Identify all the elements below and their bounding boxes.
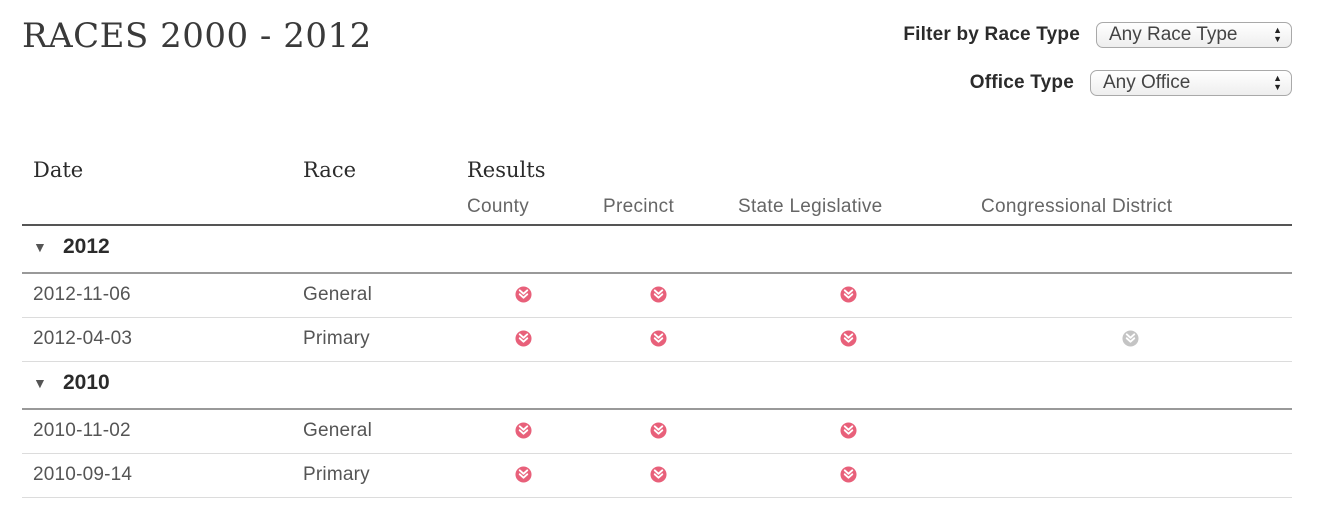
download-unavailable-icon bbox=[1121, 330, 1139, 347]
county-column-header: County bbox=[467, 196, 530, 217]
year-group-row[interactable]: ▼ 2012 bbox=[22, 226, 1292, 274]
race-type-filter-label: Filter by Race Type bbox=[903, 24, 1080, 45]
race-type-select[interactable]: Any Race Type ▲ ▼ bbox=[1096, 22, 1292, 48]
caret-down-icon[interactable]: ▼ bbox=[33, 375, 47, 391]
group-year-label: 2012 bbox=[63, 235, 110, 258]
download-icon[interactable] bbox=[514, 330, 532, 347]
races-table: Date Race Results County Precinct State … bbox=[22, 156, 1292, 498]
download-icon[interactable] bbox=[514, 286, 532, 303]
year-group-row[interactable]: ▼ 2010 bbox=[22, 362, 1292, 410]
precinct-column-header: Precinct bbox=[603, 196, 675, 217]
race-type-select-value: Any Race Type bbox=[1109, 24, 1238, 45]
office-type-select[interactable]: Any Office ▲ ▼ bbox=[1090, 70, 1292, 96]
download-icon[interactable] bbox=[649, 422, 667, 439]
download-icon[interactable] bbox=[649, 466, 667, 483]
group-year-label: 2010 bbox=[63, 371, 110, 394]
race-date: 2010-11-02 bbox=[33, 420, 131, 441]
race-date: 2010-09-14 bbox=[33, 464, 133, 485]
race-type: Primary bbox=[303, 464, 370, 485]
select-arrows-icon: ▲ ▼ bbox=[1273, 25, 1282, 44]
caret-down-icon[interactable]: ▼ bbox=[33, 239, 47, 255]
download-icon[interactable] bbox=[649, 330, 667, 347]
select-arrows-icon: ▲ ▼ bbox=[1273, 73, 1282, 92]
page-title: RACES 2000 - 2012 bbox=[22, 16, 372, 56]
download-icon[interactable] bbox=[514, 466, 532, 483]
table-row: 2010-11-02 General bbox=[22, 410, 1292, 454]
results-column-header: Results bbox=[467, 158, 546, 182]
office-type-filter-label: Office Type bbox=[969, 72, 1074, 93]
race-date: 2012-04-03 bbox=[33, 328, 133, 349]
state-legislative-column-header: State Legislative bbox=[738, 196, 883, 217]
download-icon[interactable] bbox=[839, 422, 857, 439]
table-row: 2012-04-03 Primary bbox=[22, 318, 1292, 362]
download-icon[interactable] bbox=[839, 330, 857, 347]
table-body: ▼ 2012 2012-11-06 General 2012-04-03 Primary ▼… bbox=[22, 226, 1292, 498]
table-row: 2012-11-06 General bbox=[22, 274, 1292, 318]
download-icon[interactable] bbox=[514, 422, 532, 439]
race-type: Primary bbox=[303, 328, 370, 349]
race-type-filter: Filter by Race Type Any Race Type ▲ ▼ bbox=[903, 22, 1292, 48]
race-column-header: Race bbox=[303, 158, 357, 182]
date-column-header: Date bbox=[33, 158, 84, 182]
download-icon[interactable] bbox=[839, 466, 857, 483]
office-type-select-value: Any Office bbox=[1103, 72, 1191, 93]
table-header: Date Race Results County Precinct State … bbox=[22, 156, 1292, 226]
download-icon[interactable] bbox=[649, 286, 667, 303]
congressional-district-column-header: Congressional District bbox=[981, 196, 1173, 217]
race-type: General bbox=[303, 284, 372, 305]
office-type-filter: Office Type Any Office ▲ ▼ bbox=[970, 70, 1292, 96]
download-icon[interactable] bbox=[839, 286, 857, 303]
table-row: 2010-09-14 Primary bbox=[22, 454, 1292, 498]
race-type: General bbox=[303, 420, 372, 441]
race-date: 2012-11-06 bbox=[33, 284, 131, 305]
